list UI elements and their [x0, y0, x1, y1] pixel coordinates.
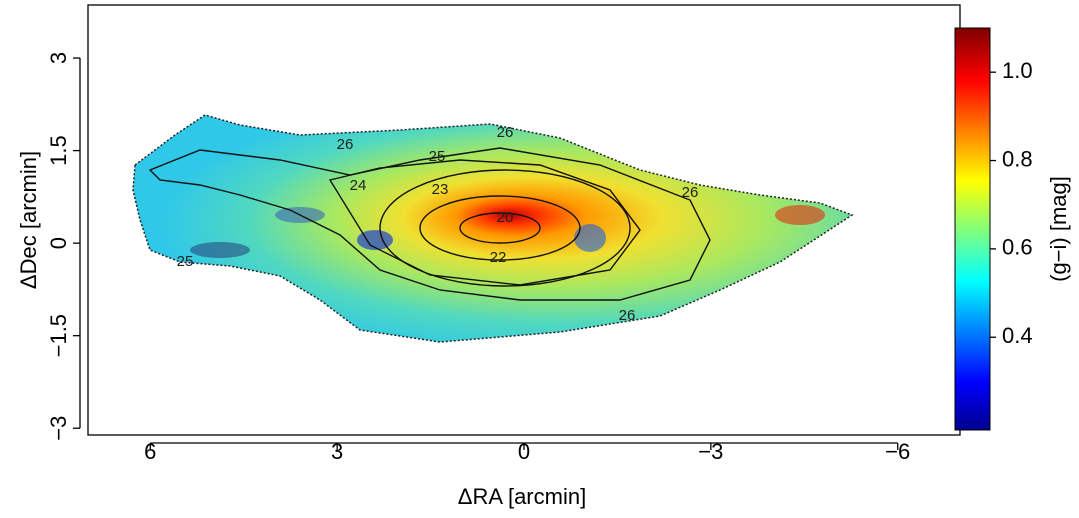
y-tick-label: −1.5 [46, 314, 71, 357]
x-tick-label: 0 [518, 439, 530, 464]
x-tick-label: 3 [331, 439, 343, 464]
contour-label: 22 [490, 249, 507, 266]
contour-label: 25 [429, 148, 446, 165]
x-tick-label: −3 [698, 439, 723, 464]
contour-label: 23 [432, 181, 449, 198]
contour-label: 25 [177, 253, 194, 270]
contour-label: 26 [619, 307, 636, 324]
y-tick-label: 0 [46, 237, 71, 249]
y-tick-label: 1.5 [46, 135, 71, 166]
y-tick-label: −3 [46, 416, 71, 441]
galaxy-image [132, 114, 854, 343]
colorbar-tick-label: 0.6 [1002, 235, 1033, 260]
contour-label: 24 [350, 177, 367, 194]
y-tick-label: 3 [46, 52, 71, 64]
colorbar-tick-label: 0.8 [1002, 146, 1033, 171]
x-tick-label: 6 [144, 439, 156, 464]
contour-label: 26 [497, 124, 514, 141]
y-axis-title: ΔDec [arcmin] [16, 151, 41, 289]
colorbar-tick-label: 0.4 [1002, 323, 1033, 348]
colorbar [954, 27, 991, 431]
colorbar-tick-label: 1.0 [1002, 58, 1033, 83]
x-tick-label: −6 [885, 439, 910, 464]
contour-label: 26 [337, 136, 354, 153]
contour-label: 26 [682, 184, 699, 201]
contour-label: 20 [497, 209, 514, 226]
colorbar-title: (g−i) [mag] [1046, 176, 1071, 282]
x-axis-title: ΔRA [arcmin] [458, 484, 586, 509]
